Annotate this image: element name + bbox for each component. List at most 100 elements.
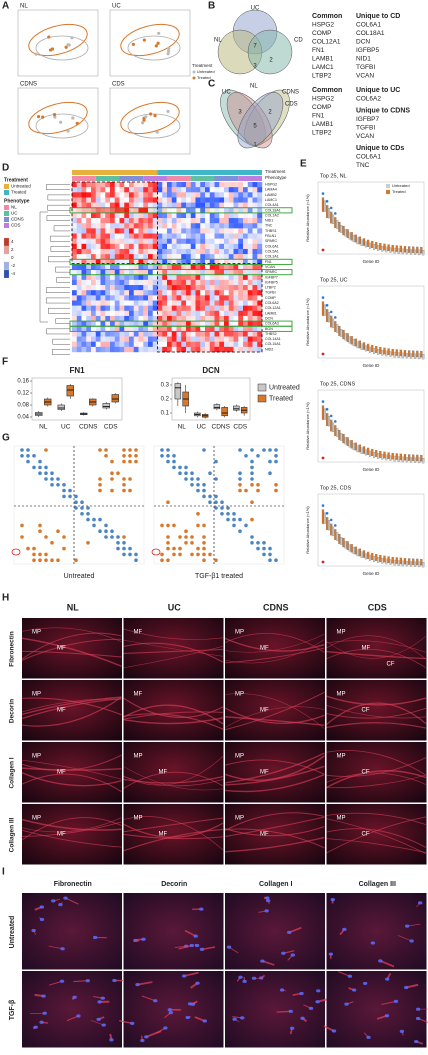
gene-label: LAMB2 (265, 193, 277, 197)
heatmap-cell (205, 275, 210, 280)
nucleus (371, 941, 375, 944)
heatmap-cell (186, 234, 191, 239)
heatmap-cell (224, 208, 229, 213)
heatmap-cell (186, 192, 191, 197)
nucleus (315, 1000, 319, 1003)
corr-dot (214, 460, 218, 464)
heatmap-cell (205, 228, 210, 233)
heatmap-cell (210, 337, 215, 342)
heatmap-cell (248, 321, 253, 326)
corr-dot (122, 553, 126, 557)
abundance-box (330, 420, 332, 431)
heatmap-cell (215, 239, 220, 244)
heatmap-cell (215, 197, 220, 202)
heatmap-cell (238, 192, 243, 197)
y-tick-label: 0.12 (17, 391, 29, 397)
heatmap-cell (196, 311, 201, 316)
heatmap-cell (86, 249, 91, 254)
abundance-box (365, 345, 367, 351)
heatmap-cell (129, 300, 134, 305)
heatmap-cell (96, 264, 101, 269)
heatmap-cell (257, 285, 262, 290)
abundance-box (332, 527, 334, 536)
heatmap-cell (86, 239, 91, 244)
dendrogram (53, 339, 70, 344)
nucleus (39, 1021, 43, 1024)
heatmap-cell (229, 300, 234, 305)
abundance-box (408, 350, 410, 356)
heatmap-cell (205, 213, 210, 218)
heatmap-cell (196, 306, 201, 311)
heatmap-cell (257, 197, 262, 202)
gene-label: COMP (265, 296, 276, 300)
heatmap-cell (234, 316, 239, 321)
heatmap-cell (96, 306, 101, 311)
abundance-box (347, 333, 349, 341)
gene-label: LTBP2 (265, 286, 276, 290)
corr-dot (256, 454, 260, 458)
heatmap-cell (82, 234, 87, 239)
heatmap-cell (234, 331, 239, 336)
heatmap-cell (139, 192, 144, 197)
heatmap-cell (186, 249, 191, 254)
corr-dot (184, 541, 188, 545)
heatmap-cell (167, 326, 172, 331)
nucleus (232, 1018, 236, 1021)
heatmap-cell (129, 295, 134, 300)
abundance-box (394, 248, 396, 253)
heatmap-cell (177, 244, 182, 249)
heatmap-cell (229, 270, 234, 275)
corr-dot (32, 553, 36, 557)
heatmap-cell (196, 182, 201, 187)
abundance-box (388, 244, 390, 250)
heatmap-cell (200, 213, 205, 218)
column-label: UC (168, 602, 181, 612)
corr-dot (250, 477, 254, 481)
legend-label: Untreated (11, 184, 31, 189)
heatmap-cell (167, 290, 172, 295)
heatmap-cell (105, 208, 110, 213)
heatmap-cell (205, 182, 210, 187)
heatmap-cell (238, 337, 243, 342)
heatmap-cell (205, 223, 210, 228)
heatmap-cell (243, 347, 248, 352)
heatmap-cell (172, 342, 177, 347)
heatmap-cell (205, 187, 210, 192)
pca-title: CDS (112, 82, 125, 88)
gene-label: NID2 (265, 347, 273, 351)
micrograph (22, 742, 122, 803)
heatmap-cell (181, 182, 186, 187)
gene-label: HSPG2 (265, 183, 277, 187)
heatmap-cell (158, 249, 163, 254)
heatmap-cell (191, 203, 196, 208)
heatmap-cell (120, 264, 125, 269)
heatmap-cell (243, 218, 248, 223)
nucleus (265, 896, 269, 899)
corr-dot (238, 471, 242, 475)
heatmap-cell (196, 197, 201, 202)
heatmap-cell (124, 342, 129, 347)
corr-dot (208, 471, 212, 475)
treatment-bar (72, 170, 158, 175)
box (214, 405, 220, 409)
heatmap-cell (86, 326, 91, 331)
x-tick-label: UC (61, 424, 71, 431)
dendrogram (40, 212, 48, 322)
heatmap-cell (120, 316, 125, 321)
heatmap-cell (110, 342, 115, 347)
abundance-box (351, 232, 353, 240)
nucleus (102, 1023, 106, 1026)
heatmap-cell (210, 326, 215, 331)
nucleus (331, 898, 335, 901)
heatmap-cell (210, 280, 215, 285)
heatmap-cell (238, 280, 243, 285)
heatmap-cell (229, 290, 234, 295)
panel-label: D (2, 163, 9, 174)
heatmap-cell (186, 331, 191, 336)
nucleus (40, 918, 44, 921)
heatmap-cell (162, 228, 167, 233)
heatmap-cell (105, 270, 110, 275)
nucleus (144, 1035, 148, 1038)
heatmap-cell (134, 264, 139, 269)
heatmap-cell (167, 187, 172, 192)
